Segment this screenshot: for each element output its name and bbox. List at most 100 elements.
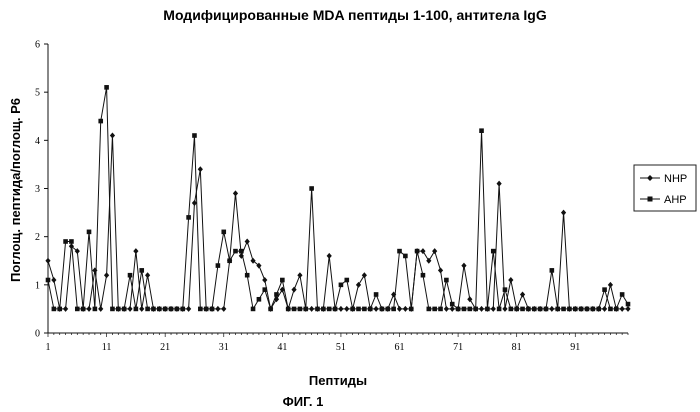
x-tick-label: 81 [512, 342, 522, 353]
data-point-ahp [257, 297, 262, 302]
data-point-ahp [503, 287, 508, 292]
data-point-ahp [432, 307, 437, 312]
data-point-ahp [485, 307, 490, 312]
data-point-ahp [362, 307, 367, 312]
data-point-nhp [444, 306, 449, 312]
x-tick-label: 1 [46, 342, 51, 353]
data-point-nhp [549, 306, 554, 312]
data-point-nhp [110, 133, 115, 139]
data-point-nhp [403, 306, 408, 312]
data-point-ahp [81, 307, 86, 312]
data-point-ahp [116, 307, 121, 312]
data-point-nhp [620, 306, 625, 312]
data-point-ahp [415, 249, 420, 254]
data-point-ahp [180, 307, 185, 312]
data-point-ahp [321, 307, 326, 312]
data-point-ahp [93, 307, 98, 312]
data-point-ahp [538, 307, 543, 312]
data-point-nhp [344, 306, 349, 312]
data-point-ahp [567, 307, 572, 312]
data-point-ahp [561, 307, 566, 312]
data-point-ahp [438, 307, 443, 312]
series-line-nhp [48, 136, 628, 309]
data-point-nhp [186, 306, 191, 312]
data-point-ahp [385, 307, 390, 312]
data-point-ahp [63, 239, 68, 244]
data-point-ahp [626, 302, 631, 307]
data-point-nhp [373, 306, 378, 312]
y-tick-label: 1 [35, 280, 40, 291]
figure-caption: ФИГ. 1 [283, 394, 324, 409]
plot-area: 01234561112131415161718191 [35, 40, 631, 354]
data-point-nhp [245, 238, 250, 244]
data-point-ahp [175, 307, 180, 312]
data-point-ahp [274, 292, 279, 297]
data-point-nhp [233, 190, 238, 196]
data-point-nhp [104, 272, 109, 278]
data-point-nhp [51, 277, 56, 283]
data-point-ahp [221, 230, 226, 235]
data-point-nhp [127, 306, 132, 312]
data-point-ahp [374, 292, 379, 297]
data-point-ahp [122, 307, 127, 312]
data-point-ahp [520, 307, 525, 312]
data-point-ahp [596, 307, 601, 312]
legend: NHP AHP [634, 165, 696, 211]
x-tick-label: 71 [453, 342, 463, 353]
y-tick-label: 5 [35, 88, 40, 99]
data-point-nhp [45, 258, 50, 264]
data-point-nhp [438, 267, 443, 273]
data-point-nhp [338, 306, 343, 312]
data-point-ahp [309, 186, 314, 191]
data-point-ahp [456, 307, 461, 312]
x-tick-label: 21 [160, 342, 170, 353]
data-point-ahp [233, 249, 238, 254]
data-point-nhp [63, 306, 68, 312]
data-point-ahp [292, 307, 297, 312]
data-point-ahp [473, 307, 478, 312]
data-point-ahp [620, 292, 625, 297]
data-point-nhp [133, 248, 138, 254]
data-point-nhp [491, 306, 496, 312]
data-point-ahp [204, 307, 209, 312]
data-point-ahp [427, 307, 432, 312]
data-point-ahp [339, 283, 344, 288]
data-point-nhp [297, 272, 302, 278]
data-point-ahp [87, 230, 92, 235]
data-point-ahp [368, 307, 373, 312]
data-point-nhp [98, 306, 103, 312]
data-point-nhp [502, 306, 507, 312]
data-point-ahp [344, 278, 349, 283]
data-point-ahp [251, 307, 256, 312]
data-point-nhp [139, 306, 144, 312]
chart-title: Модифицированные MDA пептиды 1-100, анти… [163, 7, 547, 23]
data-point-ahp [514, 307, 519, 312]
data-point-ahp [356, 307, 361, 312]
data-point-ahp [409, 307, 414, 312]
data-point-ahp [198, 307, 203, 312]
data-point-ahp [350, 307, 355, 312]
data-point-ahp [397, 249, 402, 254]
data-point-ahp [479, 128, 484, 133]
data-point-ahp [591, 307, 596, 312]
data-point-nhp [215, 306, 220, 312]
data-point-ahp [532, 307, 537, 312]
data-point-nhp [221, 306, 226, 312]
data-point-ahp [468, 307, 473, 312]
y-tick-label: 6 [35, 40, 40, 51]
data-point-ahp [227, 258, 232, 263]
data-point-ahp [391, 307, 396, 312]
data-point-ahp [69, 239, 74, 244]
data-point-nhp [520, 291, 525, 297]
data-point-ahp [46, 278, 51, 283]
data-point-ahp [315, 307, 320, 312]
data-point-ahp [614, 307, 619, 312]
y-axis-label: Поглощ. пептида/поглощ. Р6 [8, 98, 23, 282]
y-tick-label: 0 [35, 329, 40, 340]
data-point-nhp [479, 306, 484, 312]
data-point-ahp [462, 307, 467, 312]
data-point-ahp [286, 307, 291, 312]
data-point-ahp [579, 307, 584, 312]
data-point-ahp [544, 307, 549, 312]
